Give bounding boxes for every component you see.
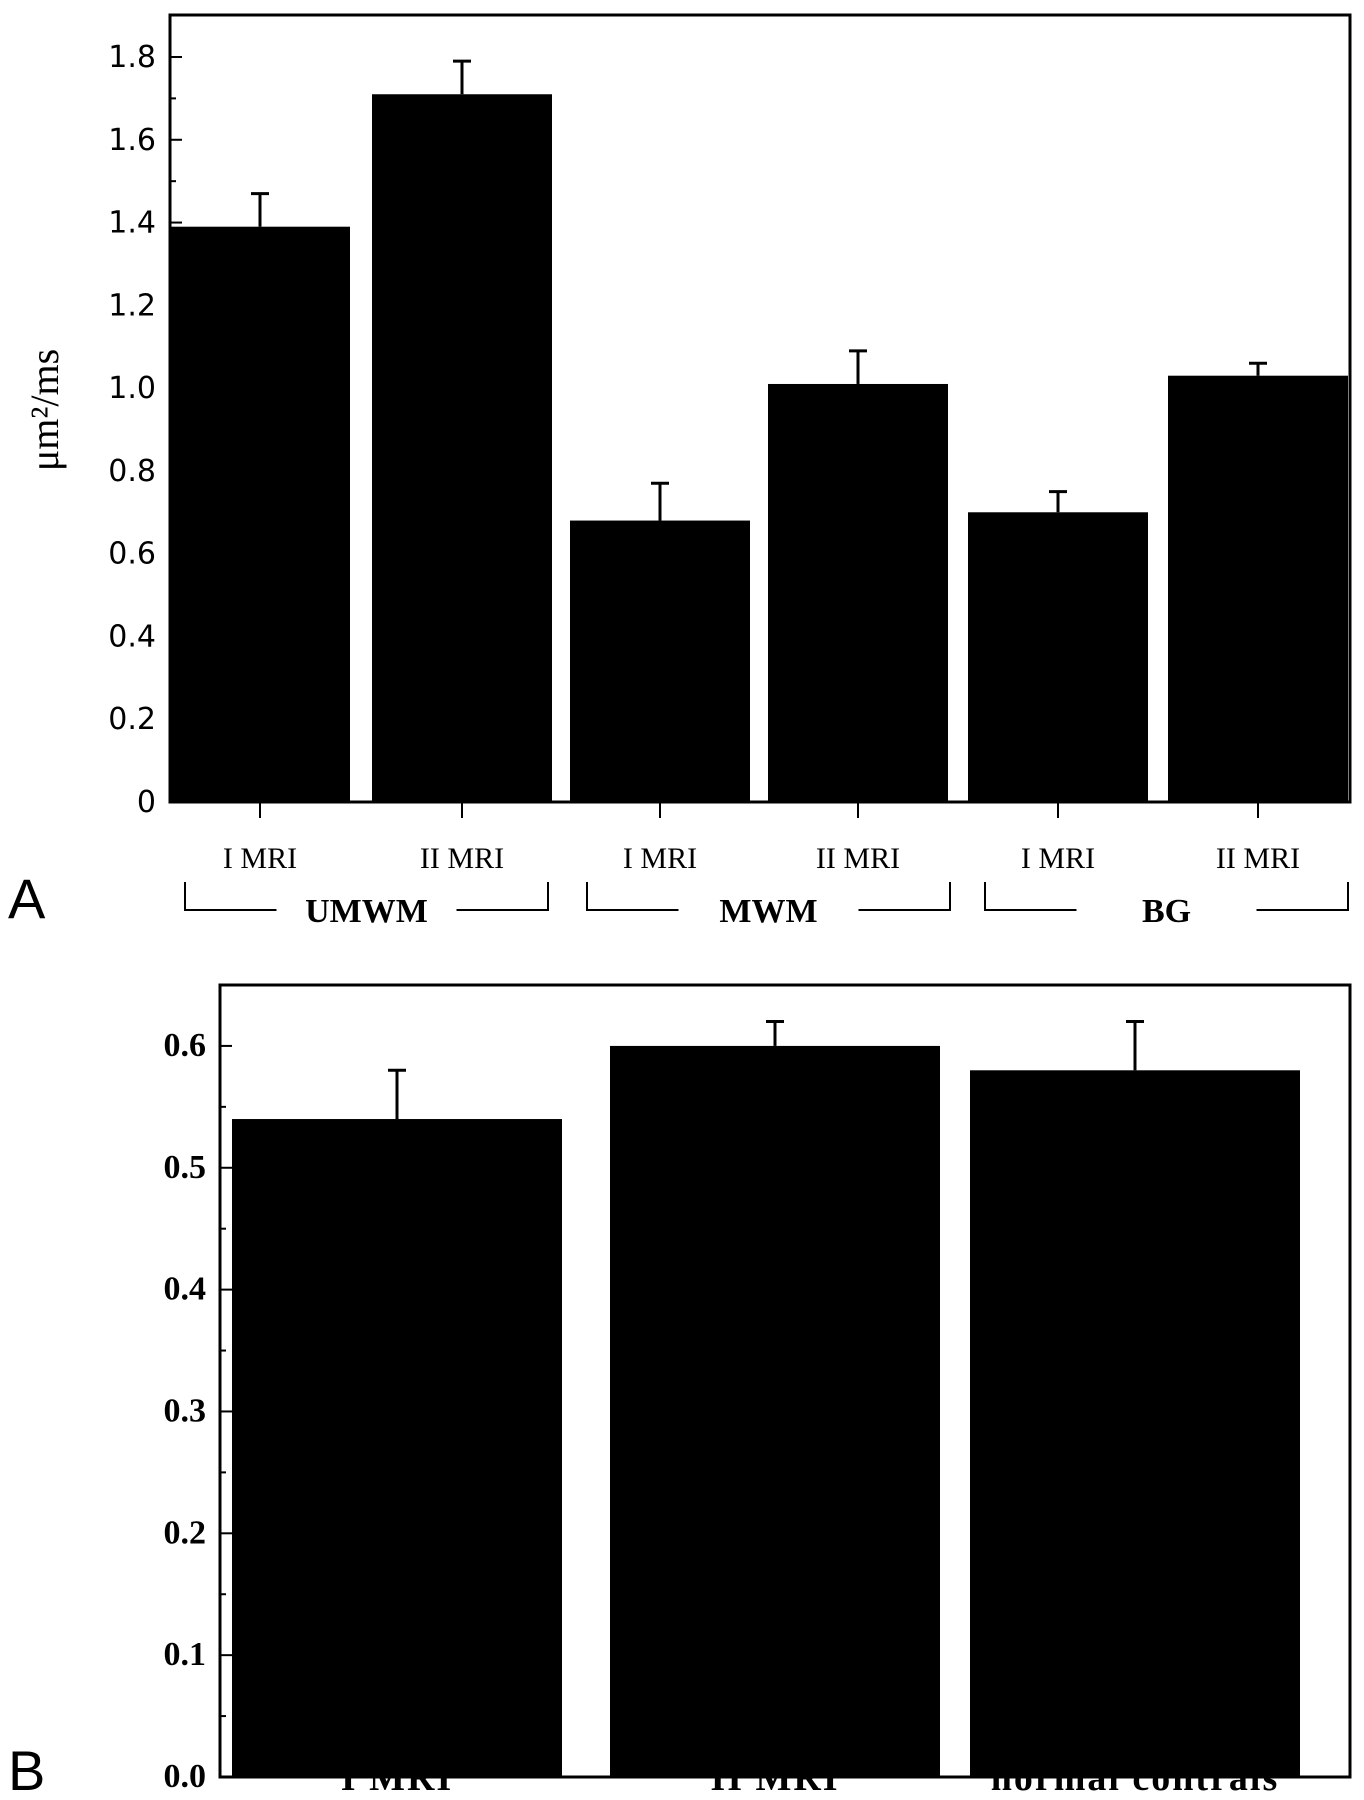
panel-a-bars	[170, 94, 1348, 802]
panel-b-bars	[232, 1045, 1300, 1777]
b-category-label: I MRI	[341, 1757, 453, 1799]
panel-a-error-bars	[251, 59, 1267, 521]
panel-b-error-bars	[388, 1020, 1144, 1120]
b-y-tick-label: 0.6	[164, 1027, 207, 1064]
a-y-tick-label: 1.8	[108, 40, 156, 75]
a-y-tick-label: 1.0	[108, 371, 156, 406]
a-bar	[170, 226, 350, 802]
b-bar	[232, 1119, 562, 1777]
panel-a-label: A	[8, 867, 46, 930]
a-bar	[1168, 375, 1348, 802]
b-category-label: II MRI	[710, 1757, 839, 1799]
a-group-label: MWM	[719, 893, 817, 930]
b-y-tick-label: 0.1	[164, 1636, 207, 1673]
a-group-bracket-left	[586, 882, 679, 911]
a-y-tick-label: 0	[137, 785, 156, 820]
a-y-tick-label: 1.2	[108, 288, 156, 323]
b-bar	[970, 1070, 1300, 1777]
panel-b-label: B	[8, 1739, 45, 1800]
a-bar	[968, 512, 1148, 802]
a-bar	[372, 94, 552, 802]
a-group-bracket-right	[1256, 882, 1349, 911]
panel-b-y-ticks: 0.0 0.1 0.2 0.3 0.4 0.5 0.6	[164, 1027, 232, 1795]
a-y-tick-label: 1.6	[108, 123, 156, 158]
panel-a: 0 0.2 0.4 0.6 0.8 1.0 1.2 1.4 1.6 1.8 I MRI II MRI…	[8, 13, 1352, 930]
a-y-tick-label: 0.8	[108, 454, 156, 489]
a-group-label: BG	[1142, 893, 1191, 930]
b-y-tick-label: 0.4	[164, 1271, 207, 1308]
panel-a-category-labels: I MRI II MRI I MRI II MRI I MRI II MRI	[223, 842, 1300, 875]
b-category-label: normal contrals	[991, 1757, 1280, 1799]
a-category-label: I MRI	[223, 842, 297, 875]
a-group-bracket-right	[456, 882, 549, 911]
a-y-tick-label: 1.4	[108, 206, 156, 241]
a-group-bracket-left	[184, 882, 277, 911]
panel-b-category-labels: I MRI II MRI normal contrals	[341, 1757, 1280, 1799]
a-group-label: UMWM	[305, 893, 428, 930]
b-bar	[610, 1045, 940, 1777]
panel-a-group-labels: UMWM MWM BG	[305, 893, 1191, 930]
a-category-label: II MRI	[420, 842, 504, 875]
b-y-tick-label: 0.3	[164, 1392, 207, 1429]
a-y-tick-label: 0.2	[108, 702, 156, 737]
b-y-tick-label: 0.2	[164, 1514, 207, 1551]
b-y-tick-label: 0.0	[164, 1758, 207, 1795]
panel-a-y-ticks: 0 0.2 0.4 0.6 0.8 1.0 1.2 1.4 1.6 1.8	[108, 40, 182, 820]
a-bar	[570, 520, 750, 802]
a-group-bracket-right	[858, 882, 951, 911]
a-category-label: I MRI	[1021, 842, 1095, 875]
panel-a-group-brackets	[184, 882, 1349, 911]
a-y-tick-label: 0.4	[108, 619, 156, 654]
a-bar	[768, 383, 948, 802]
panel-a-x-ticks	[259, 802, 1259, 818]
a-category-label: II MRI	[816, 842, 900, 875]
a-category-label: II MRI	[1216, 842, 1300, 875]
panel-a-y-axis-label: μm²/ms	[22, 349, 67, 471]
a-category-label: I MRI	[623, 842, 697, 875]
b-y-tick-label: 0.5	[164, 1149, 207, 1186]
a-group-bracket-left	[984, 882, 1077, 911]
panel-b: 0.0 0.1 0.2 0.3 0.4 0.5 0.6 I MRI II MRI normal …	[8, 983, 1352, 1800]
a-y-tick-label: 0.6	[108, 537, 156, 572]
